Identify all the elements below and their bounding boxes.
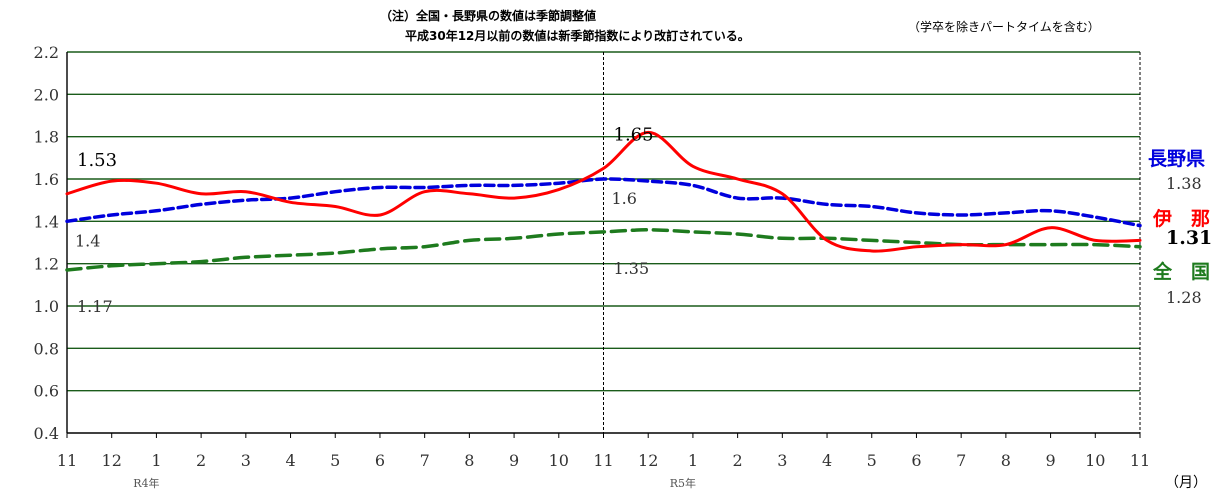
y-tick-label: 1.0 bbox=[34, 297, 59, 316]
data-label: 1.53 bbox=[77, 150, 117, 171]
x-tick-label: 11 bbox=[593, 451, 613, 470]
y-tick-label: 1.4 bbox=[34, 212, 59, 231]
x-tick-label: 4 bbox=[285, 451, 295, 470]
series-line-ina bbox=[65, 130, 1142, 253]
x-tick-label: 7 bbox=[420, 451, 430, 470]
x-tick-label: 5 bbox=[330, 451, 340, 470]
chart-subtitle: （学卒を除きパートタイムを含む） bbox=[908, 20, 1100, 34]
legend-value-zenkoku: 1.28 bbox=[1166, 288, 1202, 307]
x-tick-label: 4 bbox=[822, 451, 832, 470]
y-tick-label: 0.4 bbox=[34, 424, 59, 443]
legend-name-ina: 伊 那 bbox=[1153, 208, 1211, 230]
y-tick-label: 2.0 bbox=[34, 85, 59, 104]
x-tick-label: 3 bbox=[777, 451, 787, 470]
legend-value-ina: 1.31 bbox=[1166, 227, 1213, 249]
data-label: 1.65 bbox=[614, 124, 654, 145]
legend-name-nagano: 長野県 bbox=[1148, 148, 1206, 170]
series-line-nagano bbox=[65, 177, 1142, 228]
y-tick-label: 1.8 bbox=[34, 128, 59, 147]
x-tick-label: 5 bbox=[867, 451, 877, 470]
x-tick-label: 6 bbox=[911, 451, 921, 470]
x-tick-label: 9 bbox=[1045, 451, 1055, 470]
x-tick-label: 10 bbox=[1085, 451, 1105, 470]
y-tick-label: 0.8 bbox=[34, 339, 59, 358]
data-label: 1.35 bbox=[614, 259, 650, 278]
x-tick-label: 1 bbox=[151, 451, 161, 470]
data-label: 1.17 bbox=[77, 297, 113, 316]
data-label: 1.6 bbox=[612, 189, 637, 208]
x-tick-label: 2 bbox=[733, 451, 743, 470]
x-tick-label: 6 bbox=[375, 451, 385, 470]
x-unit-label: （月） bbox=[1165, 475, 1207, 491]
y-tick-label: 2.2 bbox=[34, 43, 59, 62]
x-tick-label: 2 bbox=[196, 451, 206, 470]
x-tick-label: 7 bbox=[956, 451, 966, 470]
note-line-1: （注）全国・長野県の数値は季節調整値 bbox=[380, 9, 597, 23]
x-tick-label: 9 bbox=[509, 451, 519, 470]
y-tick-label: 1.6 bbox=[34, 170, 59, 189]
data-label: 1.4 bbox=[75, 231, 100, 250]
year-label: R4年 bbox=[133, 476, 159, 490]
year-label: R5年 bbox=[670, 476, 696, 490]
x-tick-label: 10 bbox=[549, 451, 569, 470]
x-tick-label: 3 bbox=[241, 451, 251, 470]
x-tick-label: 12 bbox=[638, 451, 658, 470]
x-tick-label: 1 bbox=[688, 451, 698, 470]
x-tick-label: 11 bbox=[57, 451, 77, 470]
note-line-2: 平成30年12月以前の数値は新季節指数により改訂されている。 bbox=[405, 29, 750, 43]
x-tick-label: 8 bbox=[464, 451, 474, 470]
legend-value-nagano: 1.38 bbox=[1166, 174, 1202, 193]
y-tick-label: 0.6 bbox=[34, 382, 59, 401]
y-tick-label: 1.2 bbox=[34, 255, 59, 274]
legend-name-zenkoku: 全 国 bbox=[1153, 261, 1211, 283]
x-tick-label: 8 bbox=[1001, 451, 1011, 470]
x-tick-label: 12 bbox=[102, 451, 122, 470]
x-tick-label: 11 bbox=[1130, 451, 1150, 470]
